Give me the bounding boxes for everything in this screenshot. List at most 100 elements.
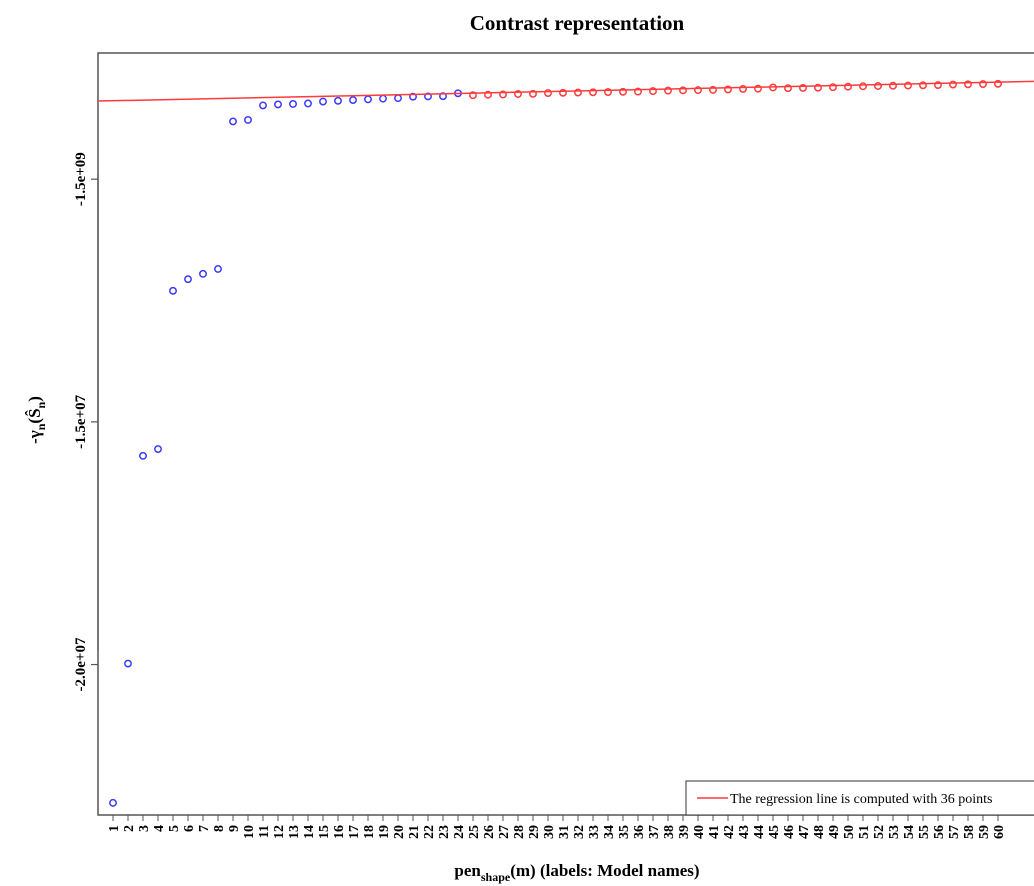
x-tick-label: 12 [272, 825, 287, 839]
data-points [109, 79, 1002, 807]
red-data-point [919, 81, 927, 90]
red-data-point [469, 91, 477, 100]
x-tick-label: 3 [137, 825, 152, 832]
x-tick-label: 40 [692, 825, 707, 839]
blue-data-point [349, 96, 357, 105]
blue-data-point [424, 92, 432, 101]
x-tick-label: 7 [197, 825, 212, 832]
y-axis-title-s: Ŝ [25, 408, 44, 417]
blue-data-point [229, 117, 237, 126]
x-tick-label: 10 [242, 825, 257, 839]
x-tick-label: 48 [812, 825, 827, 839]
x-tick-label: 27 [497, 825, 512, 839]
chart-title: Contrast representation [470, 11, 685, 35]
red-data-point [934, 81, 942, 89]
red-data-point [889, 81, 897, 90]
red-data-point [574, 88, 582, 97]
y-axis-title-prefix: -γ [25, 430, 44, 444]
blue-data-point [394, 94, 402, 103]
x-tick-label: 50 [842, 825, 857, 839]
blue-data-point [244, 116, 252, 124]
x-tick-label: 29 [527, 825, 542, 839]
x-axis-title-rest: (m) (labels: Model names) [510, 861, 699, 880]
legend: The regression line is computed with 36 … [685, 780, 1034, 816]
blue-data-point [304, 99, 312, 108]
x-tick-label: 54 [902, 825, 917, 839]
y-tick-label: -1.5e+07 [73, 394, 89, 448]
x-tick-label: 20 [392, 825, 407, 839]
blue-data-point [439, 92, 447, 101]
x-tick-label: 25 [467, 825, 482, 839]
x-tick-label: 24 [452, 825, 467, 839]
x-tick-label: 60 [992, 825, 1007, 839]
red-data-point [589, 88, 597, 97]
red-data-point [529, 89, 537, 98]
y-axis-title-close: ) [25, 396, 44, 402]
x-axis: 1 2 3 4 5 6 7 8 9 10 11 12 13 14 15 16 17 18 19 20 21 22 23 24 2… [107, 815, 1007, 839]
x-tick-label: 39 [677, 825, 692, 839]
x-tick-label: 22 [422, 825, 437, 839]
red-data-point [994, 79, 1002, 88]
x-tick-label: 43 [737, 825, 752, 839]
x-tick-label: 53 [887, 825, 902, 839]
x-tick-label: 14 [302, 825, 317, 839]
red-data-point [754, 84, 762, 93]
x-tick-label: 6 [182, 825, 197, 832]
red-data-point [814, 83, 822, 92]
red-data-point [904, 81, 912, 90]
y-axis: -1.5e+09 -1.5e+07 -2.0e+07 [73, 152, 99, 692]
blue-data-point [184, 275, 192, 284]
blue-data-point [379, 94, 387, 103]
red-data-point [709, 85, 717, 94]
y-axis-title: -γn(Ŝn) [25, 396, 48, 444]
red-data-point [979, 80, 987, 89]
x-tick-label: 28 [512, 825, 527, 839]
red-data-point [739, 84, 747, 93]
x-tick-label: 15 [317, 825, 332, 839]
x-tick-label: 31 [557, 825, 572, 839]
regression-line [97, 80, 1034, 102]
y-axis-title-open: ( [25, 418, 44, 424]
legend-box [685, 780, 1034, 816]
red-data-point [949, 80, 957, 89]
plot-frame [97, 52, 1034, 816]
red-data-point [964, 80, 972, 89]
y-axis-title-sub: n [34, 423, 48, 430]
red-data-point [799, 83, 807, 92]
x-axis-title-main: pen [454, 861, 481, 880]
x-tick-label: 35 [617, 825, 632, 839]
x-tick-label: 11 [257, 825, 272, 838]
x-tick-label: 1 [107, 825, 122, 832]
blue-data-point [109, 798, 117, 807]
x-tick-label: 5 [167, 825, 182, 832]
blue-data-point [124, 659, 132, 668]
blue-data-point [364, 95, 372, 104]
blue-data-point [319, 97, 327, 106]
x-tick-label: 8 [212, 825, 227, 832]
red-data-point [844, 82, 852, 91]
red-data-point [664, 86, 672, 95]
blue-data-point [409, 92, 417, 101]
x-tick-label: 47 [797, 825, 812, 839]
x-tick-label: 18 [362, 825, 377, 839]
red-data-point [499, 90, 507, 99]
x-tick-label: 42 [722, 825, 737, 839]
blue-data-point [169, 286, 177, 295]
x-tick-label: 33 [587, 825, 602, 839]
red-data-point [514, 90, 522, 98]
x-tick-label: 16 [332, 825, 347, 839]
x-tick-label: 56 [932, 825, 947, 839]
blue-data-point [139, 451, 147, 460]
red-data-point [619, 87, 627, 96]
red-data-point [649, 87, 657, 96]
red-data-point [679, 86, 687, 95]
x-tick-label: 23 [437, 825, 452, 839]
x-tick-label: 51 [857, 825, 872, 839]
legend-label: The regression line is computed with 36 … [730, 792, 992, 807]
y-tick-label: -1.5e+09 [73, 152, 89, 206]
x-tick-label: 59 [977, 825, 992, 839]
red-data-point [604, 88, 612, 97]
x-tick-label: 46 [782, 825, 797, 839]
x-axis-title-sub: shape [481, 870, 511, 884]
blue-data-point [274, 100, 282, 109]
